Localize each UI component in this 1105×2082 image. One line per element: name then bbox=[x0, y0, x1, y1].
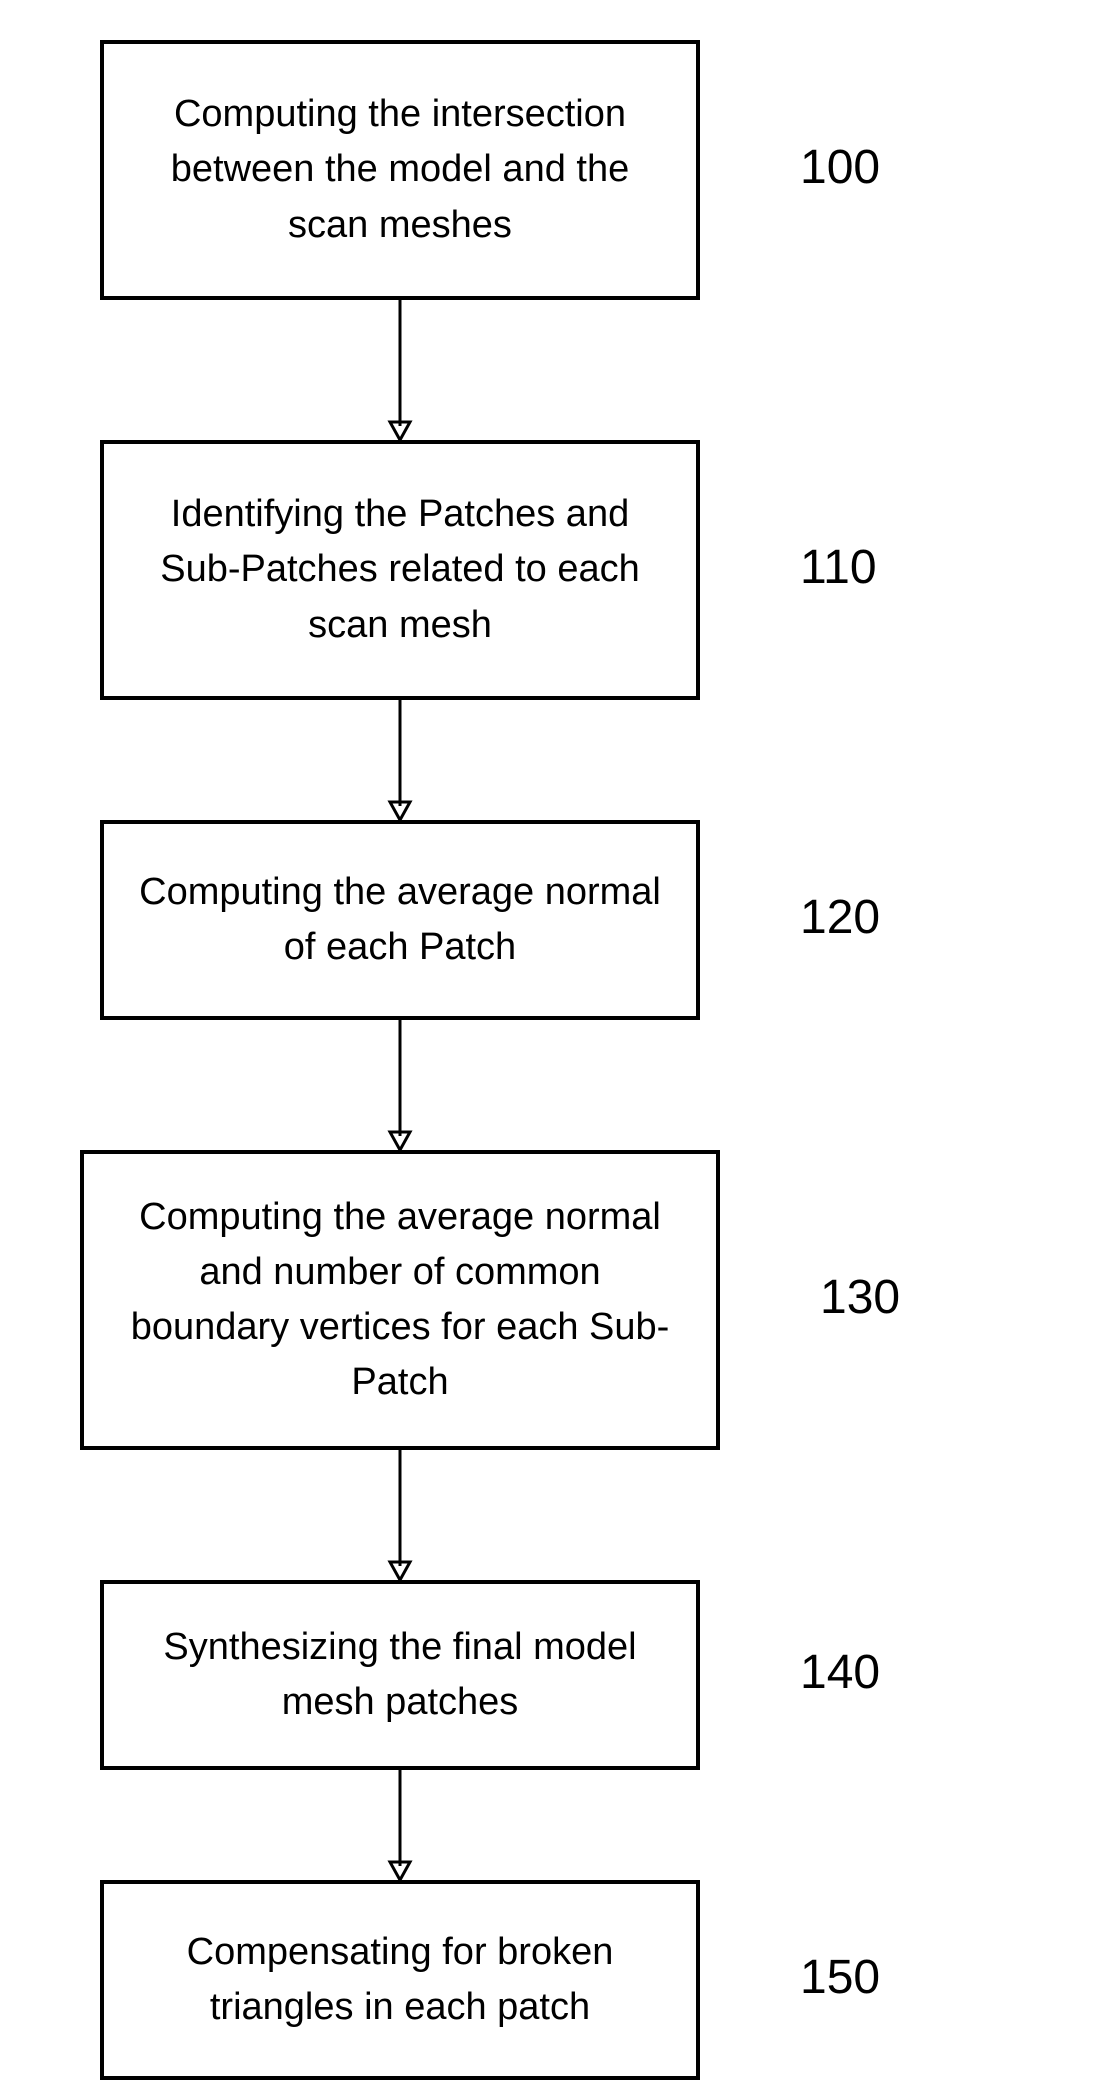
flow-arrow bbox=[380, 1770, 420, 1880]
flow-node-n110: Identifying the Patches and Sub-Patches … bbox=[100, 440, 700, 700]
flow-node-label-n130: 130 bbox=[820, 1270, 900, 1325]
flow-node-n140: Synthesizing the final model mesh patche… bbox=[100, 1580, 700, 1770]
flow-node-text: Computing the intersection between the m… bbox=[136, 87, 664, 252]
flow-node-text: Compensating for broken triangles in eac… bbox=[136, 1925, 664, 2035]
flow-node-text: Identifying the Patches and Sub-Patches … bbox=[136, 487, 664, 652]
flow-node-n100: Computing the intersection between the m… bbox=[100, 40, 700, 300]
flow-node-label-n100: 100 bbox=[800, 140, 880, 195]
flow-node-text: Computing the average normal and number … bbox=[116, 1190, 684, 1410]
flow-node-text: Synthesizing the final model mesh patche… bbox=[136, 1620, 664, 1730]
flow-arrow bbox=[380, 1020, 420, 1150]
flow-arrow bbox=[380, 300, 420, 440]
flow-node-label-n110: 110 bbox=[800, 540, 877, 595]
flow-arrow bbox=[380, 700, 420, 820]
flow-arrow bbox=[380, 1450, 420, 1580]
flow-node-n150: Compensating for broken triangles in eac… bbox=[100, 1880, 700, 2080]
flow-node-text: Computing the average normal of each Pat… bbox=[136, 865, 664, 975]
flowchart-canvas: Computing the intersection between the m… bbox=[0, 0, 1105, 2082]
flow-node-n120: Computing the average normal of each Pat… bbox=[100, 820, 700, 1020]
flow-node-label-n150: 150 bbox=[800, 1950, 880, 2005]
flow-node-label-n120: 120 bbox=[800, 890, 880, 945]
flow-node-n130: Computing the average normal and number … bbox=[80, 1150, 720, 1450]
flow-node-label-n140: 140 bbox=[800, 1645, 880, 1700]
